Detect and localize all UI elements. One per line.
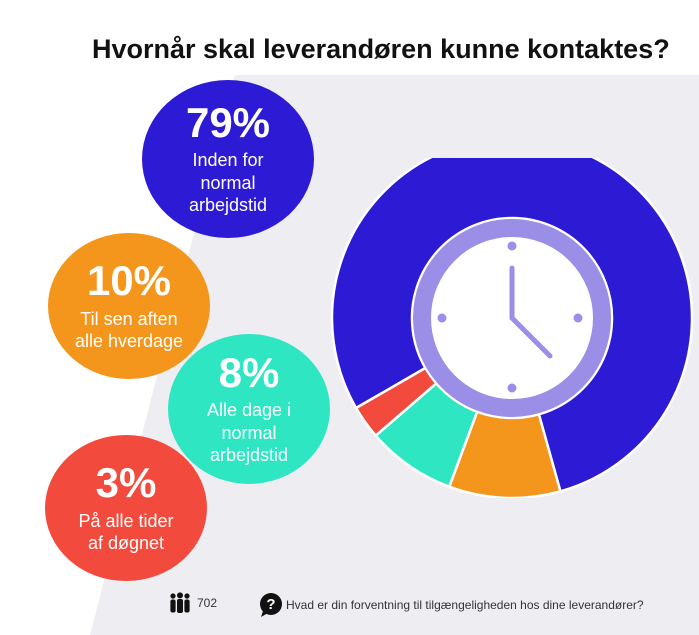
page-title: Hvornår skal leverandøren kunne kontakte…	[92, 34, 670, 64]
respondent-count-value: 702	[197, 596, 218, 610]
people-icon	[170, 592, 190, 613]
speech-bubble-question-icon: ?	[260, 593, 282, 617]
bubble-label: Inden for normal arbejdstid	[188, 150, 268, 216]
bubble-10: 10% Til sen aften alle hverdage	[48, 233, 210, 379]
donut-chart	[310, 158, 699, 498]
bubble-label: Til sen aften alle hverdage	[74, 308, 184, 352]
bubble-3: 3% På alle tider af døgnet	[45, 435, 207, 581]
bubble-percent: 79%	[185, 99, 271, 147]
survey-question: ? Hvad er din forventning til tilgængeli…	[258, 592, 644, 618]
bubble-percent: 10%	[86, 257, 172, 305]
survey-question-text: Hvad er din forventning til tilgængeligh…	[286, 598, 644, 612]
bubble-label: Alle dage i normal arbejdstid	[206, 400, 292, 466]
bubble-percent: 3%	[95, 459, 157, 507]
bubble-label: På alle tider af døgnet	[78, 510, 174, 554]
respondent-count: 702	[168, 592, 217, 614]
bubble-8: 8% Alle dage i normal arbejdstid	[168, 334, 330, 484]
clock-icon	[412, 218, 612, 418]
bubble-79: 79% Inden for normal arbejdstid	[142, 80, 314, 238]
bubble-percent: 8%	[218, 349, 280, 397]
svg-text:?: ?	[266, 596, 275, 613]
